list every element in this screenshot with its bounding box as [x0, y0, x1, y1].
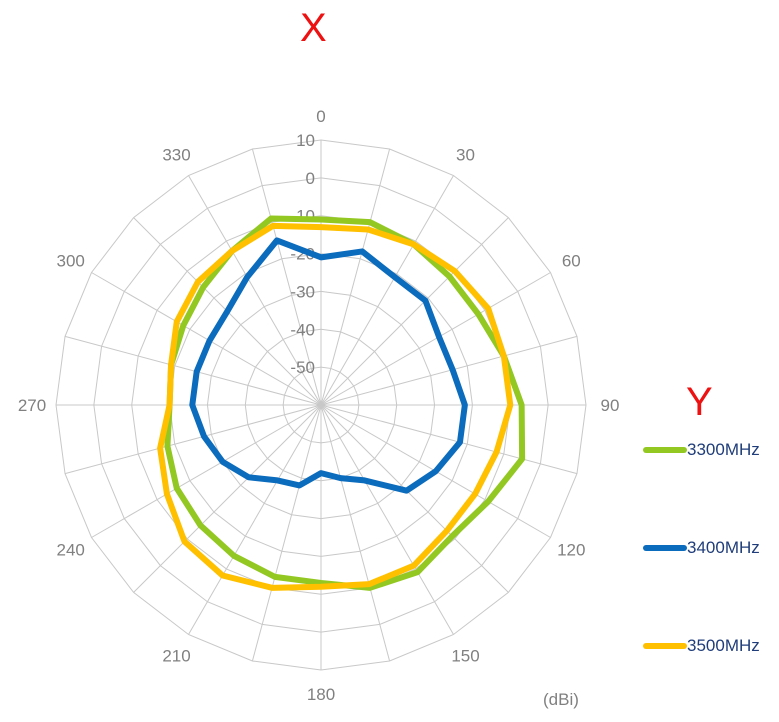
angle-label: 180 [307, 685, 335, 704]
radial-tick-label: 0 [306, 169, 315, 188]
radial-tick-label: -40 [290, 320, 315, 339]
angle-label: 120 [557, 541, 585, 560]
angle-label: 210 [162, 646, 190, 665]
grid-spoke [320, 404, 391, 662]
legend-item-3500: 3500MHz [643, 634, 760, 658]
grid-spoke [320, 148, 391, 406]
angle-label: 60 [562, 252, 581, 271]
grid-spoke [320, 272, 551, 406]
grid-spoke [320, 175, 454, 406]
series-line-3400MHz [189, 237, 468, 494]
angle-label: 30 [456, 146, 475, 165]
grid-spoke [320, 404, 454, 635]
grid-spoke [320, 404, 578, 475]
grid-spoke [91, 404, 322, 538]
angle-label: 240 [57, 541, 85, 560]
grid-spoke [64, 335, 322, 406]
angle-label: 90 [601, 396, 620, 415]
radial-tick-label: -50 [290, 358, 315, 377]
angle-label: 270 [18, 396, 46, 415]
grid-spoke [320, 217, 509, 406]
grid-spoke [251, 148, 322, 406]
angle-label: 300 [57, 252, 85, 271]
angle-label: 150 [451, 646, 479, 665]
chart-title: X [300, 6, 327, 50]
grid-spoke [91, 272, 322, 406]
legend-label-3300: 3300MHz [687, 440, 760, 459]
radial-tick-label: 10 [296, 131, 315, 150]
radial-tick-label: -30 [290, 282, 315, 301]
legend-title: Y [686, 380, 713, 424]
legend-swatch-3400 [643, 545, 687, 551]
grid-spoke [133, 404, 322, 593]
grid-spoke [320, 335, 578, 406]
grid-spoke [251, 404, 322, 662]
grid-spoke [188, 404, 322, 635]
legend-label-3400: 3400MHz [687, 538, 760, 557]
angle-label: 330 [162, 146, 190, 165]
grid-spoke [188, 175, 322, 406]
series-line-3300MHz [164, 215, 526, 591]
legend-item-3400: 3400MHz [643, 536, 760, 560]
legend-swatch-3300 [643, 447, 687, 453]
grid-spoke [320, 404, 509, 593]
legend-label-3500: 3500MHz [687, 636, 760, 655]
grid-spoke [64, 404, 322, 475]
series-line-3500MHz [157, 222, 514, 591]
legend-swatch-3500 [643, 643, 687, 649]
legend-item-3300: 3300MHz [643, 438, 760, 462]
angle-label: 0 [316, 107, 325, 126]
unit-label: (dBi) [543, 690, 579, 709]
